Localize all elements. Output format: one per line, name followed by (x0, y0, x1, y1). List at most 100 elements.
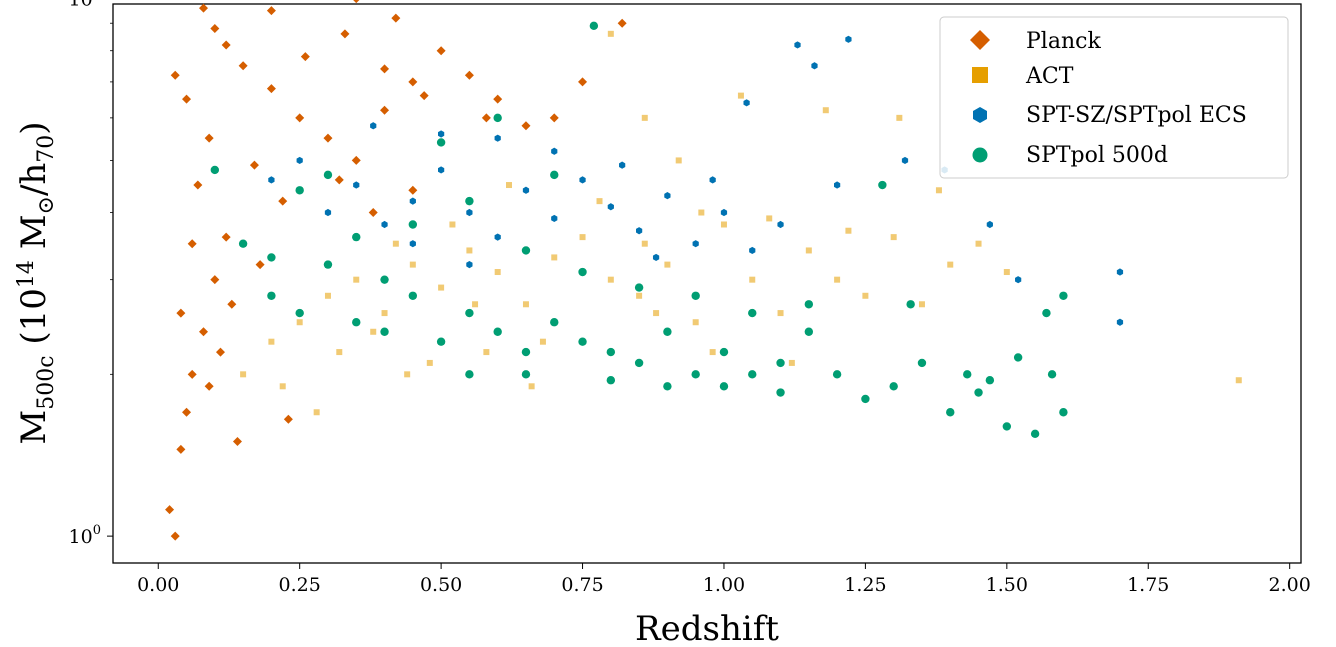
planck-point (182, 94, 192, 104)
spt-sz-sptpol-ecs-point (522, 186, 530, 194)
spt-sz-sptpol-ecs-point (619, 161, 626, 169)
sptpol-500d-point (380, 327, 389, 336)
spt-sz-sptpol-ecs-point (1015, 276, 1022, 284)
planck-point (278, 196, 288, 206)
x-tick-label: 0.00 (137, 574, 179, 596)
sptpol-500d-point (804, 300, 814, 309)
sptpol-500d-point (323, 170, 333, 180)
y-tick-label: 100 (69, 523, 101, 548)
spt-sz-sptpol-ecs-point (268, 176, 275, 184)
sptpol-500d-point (380, 275, 389, 284)
sptpol-500d-point (606, 347, 616, 357)
planck-point (295, 113, 305, 123)
planck-point (221, 232, 231, 242)
sptpol-500d-point (295, 308, 304, 318)
planck-point (266, 84, 276, 94)
act-point (777, 310, 784, 317)
planck-point (323, 133, 333, 143)
act-point (1235, 377, 1242, 384)
act-point (324, 292, 331, 299)
act-point (353, 276, 360, 283)
sptpol-500d-point (465, 196, 474, 206)
planck-point (368, 208, 378, 218)
spt-sz-sptpol-ecs-point (381, 220, 388, 229)
legend-label-sptpol: SPTpol 500d (1026, 143, 1168, 168)
act-point (596, 198, 603, 205)
planck-point (351, 155, 361, 165)
act-point (975, 240, 982, 247)
planck-point (578, 77, 588, 87)
spt-sz-sptpol-ecs-point (409, 240, 416, 248)
spt-sz-sptpol-ecs-point (438, 166, 445, 174)
sptpol-500d-point (634, 283, 644, 292)
spt-sz-sptpol-ecs-point (296, 156, 303, 165)
planck-point (481, 113, 491, 123)
plot-frame (112, 3, 1302, 564)
spt-sz-sptpol-ecs-point (324, 208, 332, 217)
act-point (392, 240, 399, 247)
sptpol-500d-point (663, 382, 672, 391)
spt-sz-sptpol-ecs-point (1116, 268, 1124, 276)
planck-point (380, 64, 390, 74)
act-point (698, 209, 705, 216)
sptpol-500d-point (719, 382, 729, 391)
planck-point (204, 381, 214, 391)
sptpol-500d-point (832, 370, 842, 379)
sptpol-500d-point (748, 370, 757, 379)
sptpol-500d-point (861, 394, 870, 404)
planck-point (176, 308, 186, 318)
spt-sz-sptpol-ecs-point (664, 192, 671, 200)
x-tick-label: 0.50 (420, 574, 462, 596)
sptpol-500d-point (267, 291, 276, 300)
planck-point (521, 121, 531, 131)
sptpol-500d-point (1030, 429, 1040, 439)
sptpol-500d-point (521, 347, 531, 357)
sptpol-500d-point (889, 382, 898, 391)
act-point (506, 182, 512, 189)
sptpol-500d-point (1002, 422, 1012, 431)
planck-point (193, 180, 203, 190)
y-tick-label: 101 (69, 0, 101, 11)
legend-box (939, 16, 1289, 179)
planck-point (408, 185, 418, 195)
planck-point (380, 105, 390, 115)
sptpol-500d-point (748, 308, 757, 318)
y-axis-title-main-sub: 500c (34, 355, 59, 409)
spt-sz-sptpol-ecs-point (551, 214, 558, 223)
act-point (370, 328, 377, 335)
sptpol-500d-point (974, 388, 983, 397)
act-point (845, 227, 852, 234)
spt-sz-sptpol-ecs-point (494, 233, 501, 241)
act-point (404, 371, 411, 378)
sptpol-500d-point (985, 376, 995, 385)
y-axis-title-main: M (14, 410, 54, 445)
spt-sz-sptpol-ecs-point (692, 240, 699, 248)
sptpol-500d-point (550, 318, 559, 327)
sptpol-500d-point (521, 370, 531, 379)
act-point (641, 114, 648, 121)
y-axis-title-exp: 14 (14, 260, 39, 288)
legend-label-spt-sz: SPT-SZ/SPTpol ECS (1026, 103, 1247, 128)
act-point (737, 92, 744, 99)
act-point (539, 338, 546, 345)
x-tick-label: 1.50 (986, 574, 1028, 596)
sptpol-500d-point (906, 300, 915, 309)
spt-sz-sptpol-ecs-point (636, 227, 643, 235)
act-point (426, 359, 433, 366)
sptpol-500d-point (878, 180, 887, 190)
act-point (1003, 269, 1010, 276)
planck-point (187, 369, 197, 379)
act-point (381, 310, 388, 317)
planck-point (165, 505, 175, 515)
act-point (336, 349, 343, 356)
spt-sz-sptpol-ecs-point (370, 122, 377, 130)
y-axis-title-mid: M (14, 214, 54, 260)
planck-point (549, 113, 559, 123)
act-point (935, 187, 942, 194)
planck-point (340, 29, 350, 39)
planck-point (210, 23, 220, 33)
spt-sz-sptpol-ecs-point (494, 134, 501, 142)
act-point (313, 409, 320, 416)
legend-marker-act (972, 67, 988, 83)
sptpol-500d-point (1059, 408, 1068, 417)
